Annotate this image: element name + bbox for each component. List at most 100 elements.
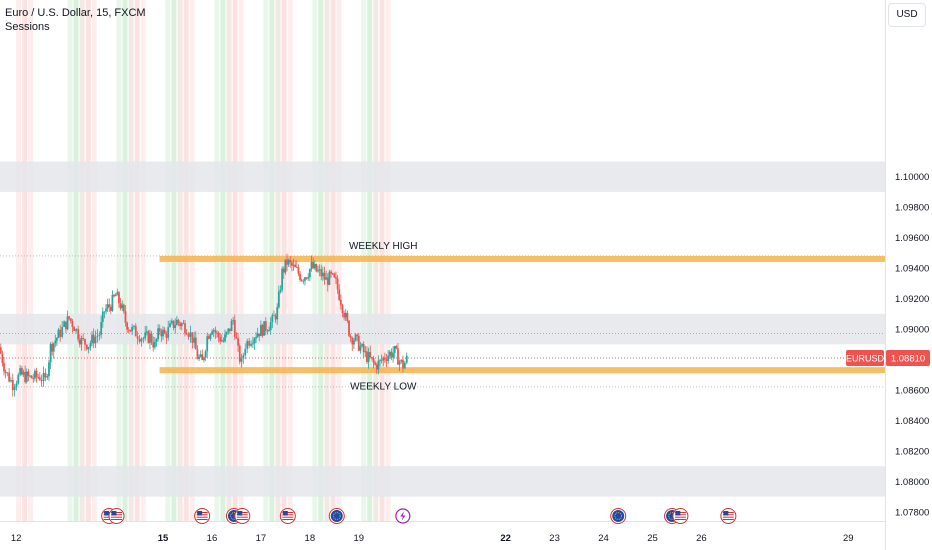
candle-body bbox=[308, 268, 311, 278]
candle-body bbox=[328, 271, 331, 285]
candle-body bbox=[196, 349, 199, 360]
candle-body bbox=[276, 307, 279, 320]
price-tag-symbol: EURUSD bbox=[846, 353, 885, 363]
candle-body bbox=[294, 264, 297, 268]
eu-flag-stars bbox=[614, 512, 623, 520]
candle-body bbox=[248, 341, 251, 346]
us-flag-canton bbox=[282, 511, 288, 516]
candle-body bbox=[304, 277, 306, 281]
candle-body bbox=[152, 342, 155, 348]
candle-body bbox=[375, 364, 378, 370]
us-flag-icon[interactable] bbox=[672, 508, 689, 524]
eu-flag-icon[interactable] bbox=[610, 508, 627, 524]
candle-body bbox=[256, 333, 259, 338]
candle-body bbox=[155, 339, 158, 342]
candle-body bbox=[237, 338, 239, 346]
candle-body bbox=[131, 326, 134, 332]
supply-demand-zone bbox=[0, 466, 885, 497]
candle-body bbox=[268, 330, 270, 332]
candle-body bbox=[286, 259, 288, 265]
candle-body bbox=[44, 372, 47, 378]
candle-body bbox=[144, 332, 147, 339]
candle-body bbox=[385, 359, 388, 361]
us-flag-canton bbox=[197, 511, 203, 516]
candle-body bbox=[292, 264, 295, 266]
candle-body bbox=[78, 339, 81, 345]
us-flag-icon[interactable] bbox=[194, 508, 211, 524]
time-tick-label: 29 bbox=[843, 533, 854, 544]
candle-body bbox=[55, 338, 58, 341]
candle-body bbox=[71, 321, 74, 328]
candle-body bbox=[346, 312, 349, 321]
candle-body bbox=[405, 355, 408, 363]
time-tick-label: 16 bbox=[207, 533, 218, 544]
candle-body bbox=[61, 326, 64, 337]
us-flag-icon[interactable] bbox=[279, 508, 296, 524]
candle-body bbox=[244, 348, 247, 356]
price-tick-label: 1.09200 bbox=[895, 294, 929, 305]
candle-body bbox=[80, 337, 83, 345]
candle-body bbox=[297, 267, 300, 274]
candle-body bbox=[212, 330, 215, 332]
symbol-title[interactable]: Euro / U.S. Dollar, 15, FXCM bbox=[5, 7, 146, 19]
candle-body bbox=[224, 334, 226, 342]
candle-body bbox=[91, 334, 93, 344]
candle-body bbox=[52, 343, 55, 352]
candle-body bbox=[209, 334, 212, 339]
session-stripe bbox=[128, 0, 134, 521]
candle-body bbox=[34, 370, 36, 379]
candle-body bbox=[150, 333, 153, 343]
price-tick-label: 1.09400 bbox=[895, 264, 929, 275]
candle-body bbox=[211, 331, 214, 335]
candle-body bbox=[201, 354, 204, 361]
candle-body bbox=[400, 359, 403, 362]
candle-body bbox=[322, 272, 324, 277]
candle-body bbox=[348, 320, 350, 336]
session-stripe bbox=[22, 0, 28, 521]
us-flag-icon[interactable] bbox=[234, 508, 251, 524]
us-flag-icon[interactable] bbox=[108, 508, 125, 524]
session-stripe bbox=[73, 0, 79, 521]
candle-body bbox=[370, 357, 373, 359]
candle-body bbox=[169, 323, 171, 328]
candle-body bbox=[59, 329, 62, 337]
currency-button[interactable]: USD bbox=[888, 3, 926, 27]
weekly-level-label: WEEKLY HIGH bbox=[349, 241, 418, 252]
price-tick-label: 1.08600 bbox=[895, 385, 929, 396]
price-tick-label: 1.10000 bbox=[895, 172, 929, 183]
indicator-label[interactable]: Sessions bbox=[5, 21, 50, 33]
candle-body bbox=[11, 380, 14, 391]
candle-body bbox=[184, 323, 186, 334]
candle-body bbox=[182, 323, 185, 325]
candle-body bbox=[119, 303, 122, 309]
candle-body bbox=[261, 325, 264, 336]
lightning-icon[interactable] bbox=[395, 508, 411, 524]
candle-body bbox=[273, 315, 275, 317]
candle-body bbox=[357, 335, 360, 351]
eu-flag-icon[interactable] bbox=[328, 508, 345, 524]
candle-body bbox=[134, 325, 137, 337]
candle-body bbox=[255, 337, 257, 339]
candle-body bbox=[263, 321, 266, 336]
candle-body bbox=[191, 332, 194, 343]
candle-body bbox=[361, 344, 363, 347]
time-tick-label: 19 bbox=[354, 533, 365, 544]
candle-body bbox=[331, 273, 334, 275]
candle-body bbox=[129, 329, 132, 332]
candle-body bbox=[96, 335, 99, 337]
chart-header: Euro / U.S. Dollar, 15, FXCM Sessions bbox=[5, 6, 146, 34]
candle-body bbox=[89, 343, 92, 347]
candle-body bbox=[277, 291, 280, 308]
candle-body bbox=[232, 319, 235, 321]
us-flag-icon[interactable] bbox=[720, 508, 737, 524]
candle-body bbox=[325, 277, 328, 280]
candle-body bbox=[271, 315, 274, 323]
candle-body bbox=[25, 371, 28, 383]
price-tick-label: 1.09000 bbox=[895, 325, 929, 336]
candle-body bbox=[225, 332, 228, 335]
time-tick-label: 17 bbox=[256, 533, 267, 544]
candle-body bbox=[246, 341, 249, 349]
lightning-bolt bbox=[400, 511, 406, 521]
candle-body bbox=[284, 259, 287, 273]
